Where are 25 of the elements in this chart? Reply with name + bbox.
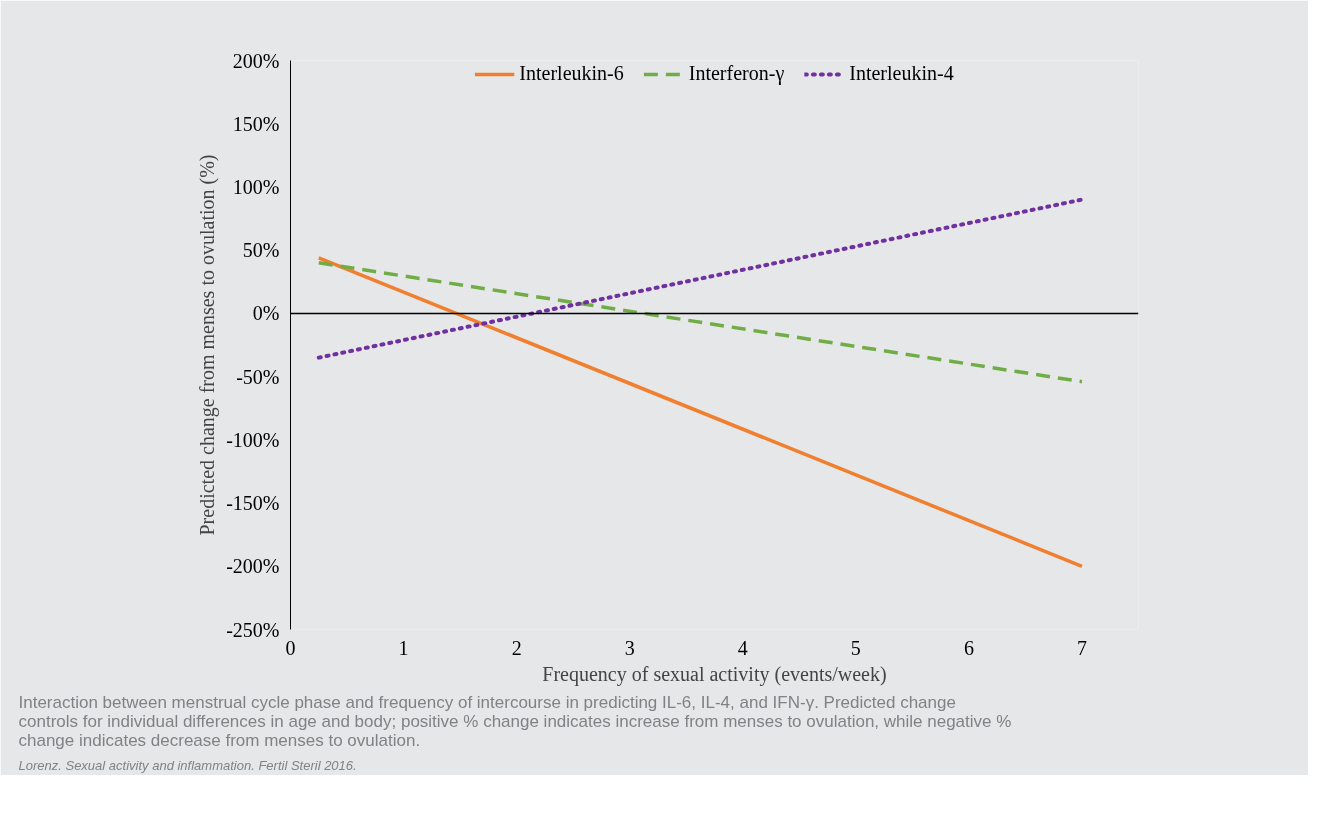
y-tick-label: 200% xyxy=(232,49,280,72)
y-tick-label: 50% xyxy=(242,239,280,262)
y-tick-label: -200% xyxy=(226,555,280,578)
y-tick-label: 0% xyxy=(252,302,280,325)
legend-label: Interferon-γ xyxy=(688,62,785,85)
x-tick-label: 5 xyxy=(850,636,861,659)
y-axis-title: Predicted change from menses to ovulation (%) xyxy=(196,154,220,536)
y-tick-label: 100% xyxy=(232,175,280,198)
y-tick-label: -100% xyxy=(226,428,280,451)
text: Lorenz. Sexual activity and inflammation. Fertil Steril 2016. xyxy=(18,757,357,773)
x-tick-label: 7 xyxy=(1076,636,1087,659)
x-tick-label: 3 xyxy=(624,636,635,659)
x-tick-label: 1 xyxy=(398,636,409,659)
y-tick-label: -150% xyxy=(226,492,280,515)
y-tick-label: -250% xyxy=(226,618,280,641)
x-tick-label: 6 xyxy=(963,636,974,659)
text: Interaction between menstrual cycle phase and frequency of intercourse in predicting IL-6, IL-4, and IFN-γ. Predicted change controls for individual differences in age and body; positive % change indicates increase from menses to ovulation, while negative % change indicates decrease from menses to ovulation. xyxy=(18,692,1012,750)
x-axis-title: Frequency of sexual activity (events/week) xyxy=(542,662,887,686)
x-tick-label: 4 xyxy=(737,636,748,659)
y-tick-label: 150% xyxy=(232,112,280,135)
legend-label: Interleukin-4 xyxy=(849,62,954,85)
y-tick-label: -50% xyxy=(236,365,280,388)
legend-label: Interleukin-6 xyxy=(519,62,624,85)
x-tick-label: 2 xyxy=(511,636,522,659)
x-tick-label: 0 xyxy=(285,636,296,659)
